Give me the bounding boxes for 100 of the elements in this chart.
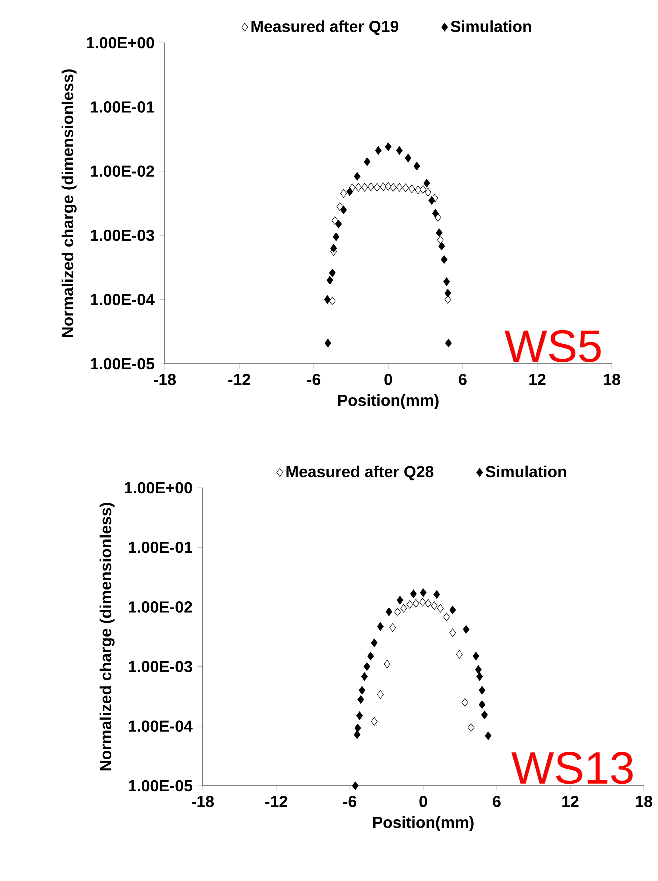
point	[354, 730, 361, 740]
x-tick-label: 12	[530, 374, 546, 386]
point	[424, 188, 432, 197]
y-tick-label: 1.00E-02	[91, 166, 154, 178]
x-tick-label: -6	[308, 374, 321, 386]
x-tick-label: 6	[493, 796, 501, 808]
y-tick-label: 1.00E-01	[129, 542, 192, 554]
point	[324, 296, 331, 304]
y-tick-label: 1.00E-03	[91, 230, 154, 242]
y-axis-title: Normalized charge (dimensionless)	[62, 70, 77, 338]
y-tick-label: 1.00E-05	[91, 358, 154, 370]
x-tick-label: -6	[344, 796, 357, 808]
point	[450, 628, 456, 638]
point	[356, 712, 364, 720]
point	[402, 184, 410, 192]
point	[406, 600, 414, 610]
point	[368, 652, 374, 661]
point	[415, 186, 422, 194]
point	[405, 154, 412, 163]
point	[475, 666, 482, 674]
x-axis-title: Position(mm)	[338, 394, 439, 410]
y-tick-label: 1.00E-01	[91, 102, 154, 113]
point	[354, 172, 361, 181]
x-tick-label: 12	[562, 796, 579, 808]
point	[390, 624, 396, 632]
point	[476, 672, 484, 682]
point	[468, 723, 475, 732]
legend-label: Simulation	[486, 466, 566, 478]
point	[336, 220, 342, 229]
point	[330, 244, 338, 253]
point	[377, 690, 384, 700]
point	[396, 146, 403, 155]
legend-label: Measured after Q28	[286, 466, 434, 481]
point	[396, 596, 404, 605]
x-tick-label: -18	[192, 796, 214, 808]
x-tick-label: -12	[228, 374, 250, 386]
point	[377, 622, 384, 632]
point	[441, 256, 448, 264]
point	[424, 179, 430, 188]
point	[438, 242, 446, 251]
point	[384, 660, 391, 669]
point	[354, 724, 362, 733]
point	[390, 183, 397, 192]
x-tick-label: 18	[604, 374, 620, 386]
y-tick-label: 1.00E-02	[129, 602, 192, 613]
point	[431, 602, 438, 610]
point	[371, 717, 378, 726]
point	[371, 638, 378, 648]
point	[385, 142, 392, 152]
point	[400, 604, 408, 613]
point	[450, 606, 456, 614]
y-tick-label: 1.00E+00	[87, 37, 154, 49]
point	[414, 162, 420, 171]
point	[396, 183, 403, 192]
point	[462, 698, 468, 707]
y-tick-label: 1.00E-04	[91, 294, 155, 306]
point	[340, 206, 348, 214]
point	[394, 608, 402, 617]
point	[332, 216, 338, 226]
point	[380, 182, 387, 192]
point	[410, 590, 417, 598]
x-tick-label: -18	[154, 374, 176, 386]
point	[434, 590, 440, 599]
point	[445, 339, 452, 348]
point	[456, 650, 463, 659]
point	[428, 196, 436, 205]
point	[361, 672, 368, 682]
point	[444, 612, 450, 622]
point	[358, 686, 366, 695]
point	[358, 695, 364, 704]
point	[340, 189, 348, 198]
point	[385, 182, 392, 191]
annotation: WS13	[512, 752, 633, 784]
point	[425, 599, 432, 608]
point	[481, 710, 488, 720]
annotation: WS5	[504, 330, 601, 363]
point	[386, 608, 392, 616]
point	[364, 662, 370, 672]
point	[329, 296, 336, 306]
y-tick-label: 1.00E+00	[125, 482, 192, 494]
point	[420, 598, 426, 607]
point	[420, 185, 427, 194]
point	[374, 183, 381, 192]
legend-label: Simulation	[450, 20, 532, 32]
point	[412, 599, 420, 608]
point	[437, 604, 444, 613]
y-tick-label: 1.00E-04	[129, 720, 193, 732]
x-tick-label: 18	[636, 796, 652, 808]
point	[420, 588, 427, 598]
point	[444, 289, 452, 298]
point	[362, 183, 368, 192]
point	[432, 209, 439, 218]
point	[333, 232, 340, 242]
point	[329, 268, 336, 278]
point	[364, 158, 371, 166]
point	[479, 686, 486, 695]
point	[368, 182, 374, 192]
point	[336, 202, 344, 212]
point	[444, 296, 452, 304]
point	[436, 228, 443, 238]
